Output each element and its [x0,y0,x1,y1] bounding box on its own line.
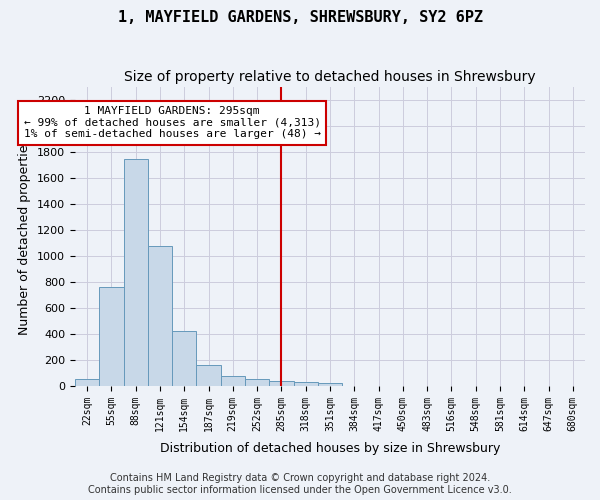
Bar [196,365,221,386]
Title: Size of property relative to detached houses in Shrewsbury: Size of property relative to detached ho… [124,70,536,84]
X-axis label: Distribution of detached houses by size in Shrewsbury: Distribution of detached houses by size … [160,442,500,455]
Bar [99,287,124,386]
Bar [124,160,148,386]
Bar [318,384,342,386]
Text: Contains HM Land Registry data © Crown copyright and database right 2024.
Contai: Contains HM Land Registry data © Crown c… [88,474,512,495]
Text: 1 MAYFIELD GARDENS: 295sqm
← 99% of detached houses are smaller (4,313)
1% of se: 1 MAYFIELD GARDENS: 295sqm ← 99% of deta… [23,106,320,140]
Text: 1, MAYFIELD GARDENS, SHREWSBURY, SY2 6PZ: 1, MAYFIELD GARDENS, SHREWSBURY, SY2 6PZ [118,10,482,25]
Y-axis label: Number of detached properties: Number of detached properties [19,138,31,334]
Bar [221,376,245,386]
Bar [245,380,269,386]
Bar [172,332,196,386]
Bar [148,246,172,386]
Bar [293,382,318,386]
Bar [269,380,293,386]
Bar [75,379,99,386]
